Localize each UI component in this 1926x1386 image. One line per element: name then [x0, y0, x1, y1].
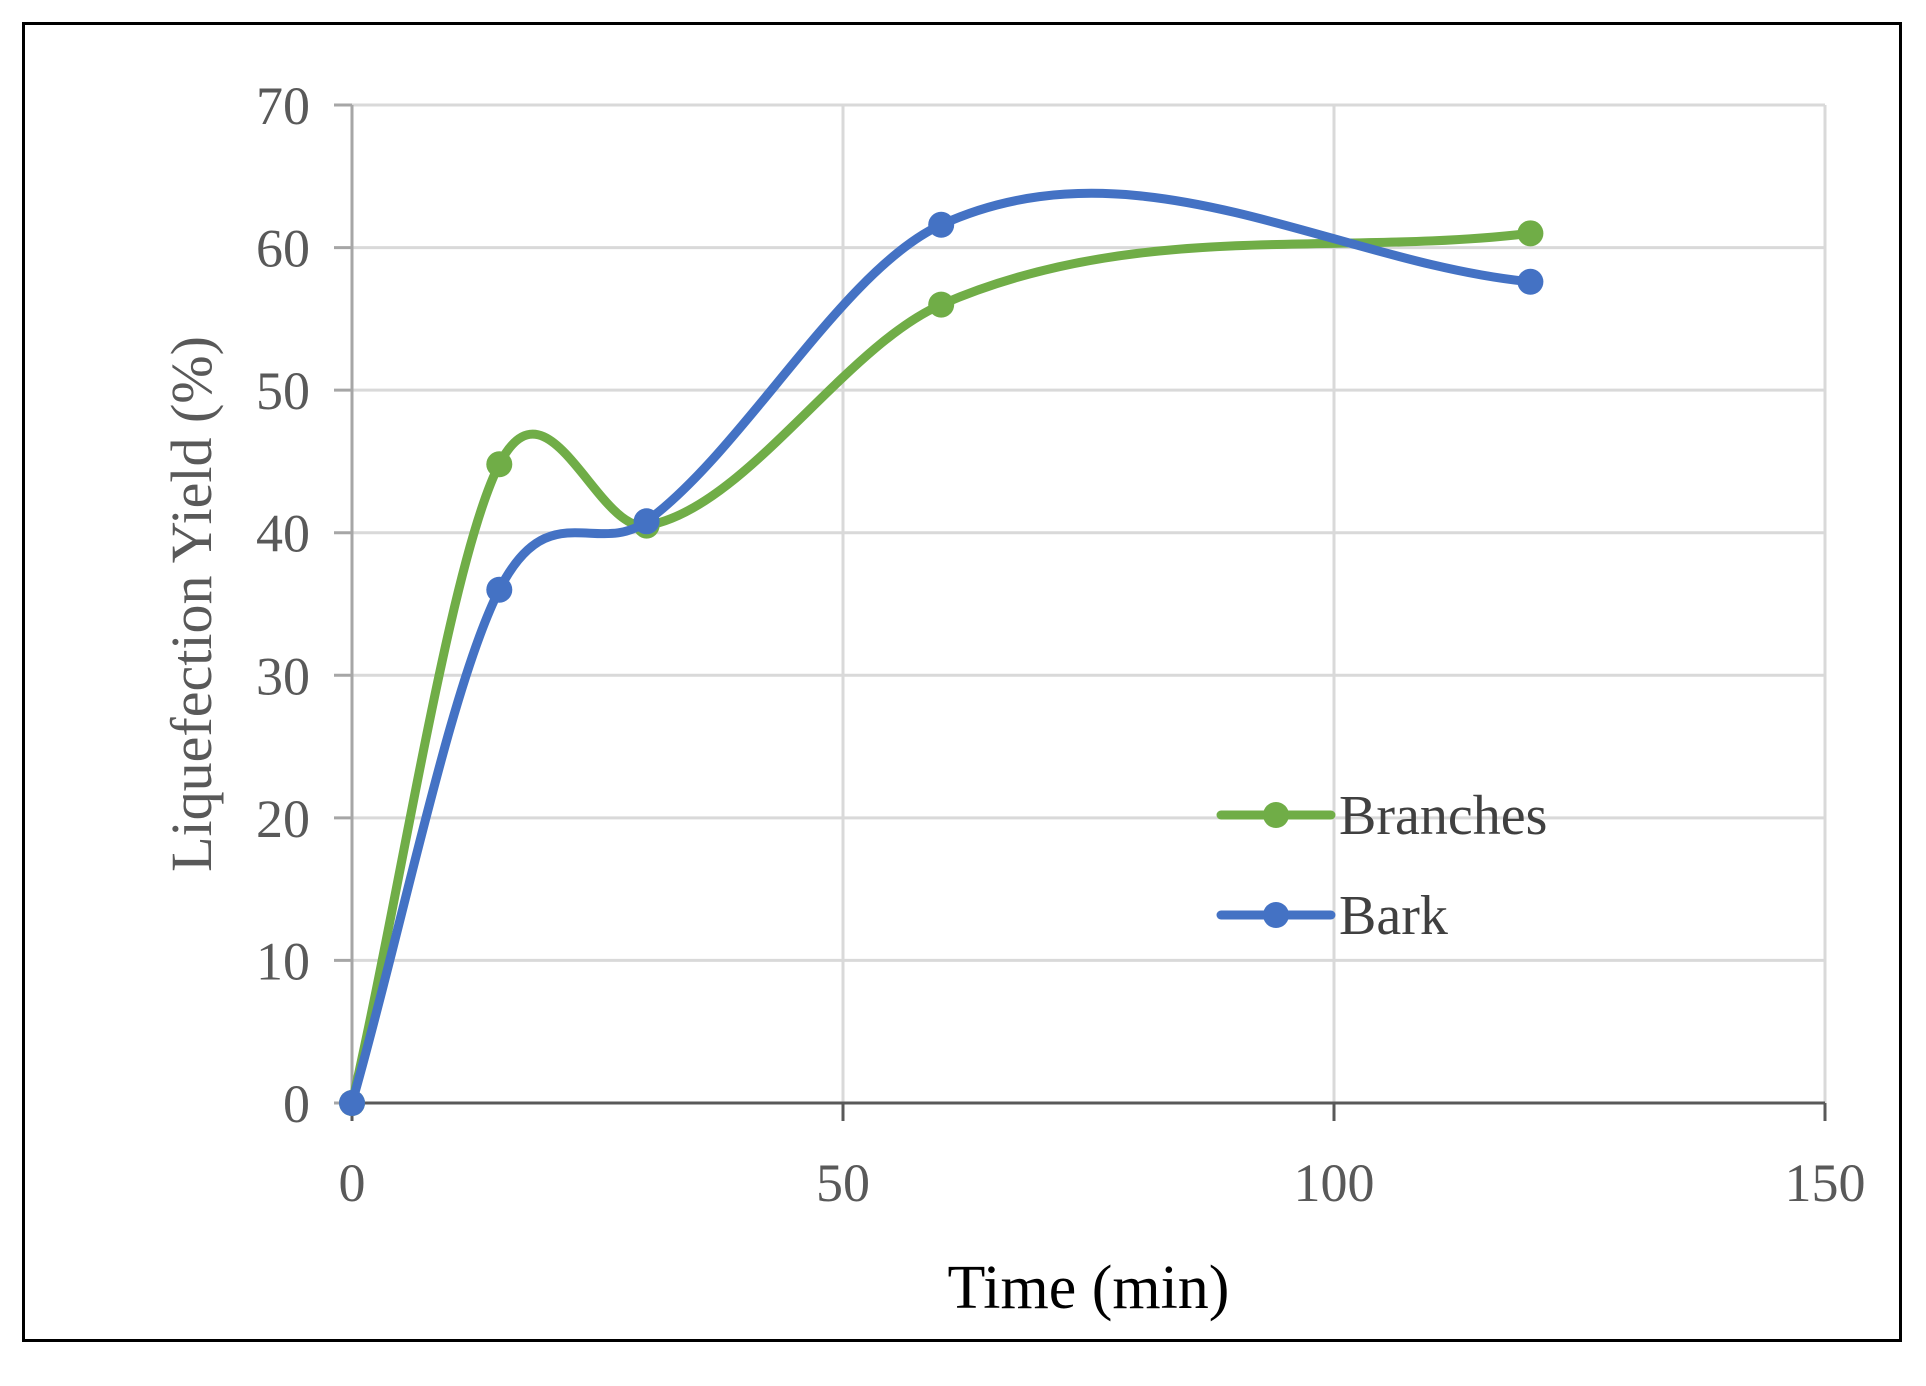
data-point-branches: [486, 451, 513, 478]
x-tick-labels: 0 50 100 150: [339, 1153, 1866, 1213]
series-lines: [339, 188, 1544, 1116]
legend-item-branches: Branches: [1216, 785, 1547, 847]
data-point-bark: [1517, 268, 1544, 295]
y-tick-label: 30: [256, 646, 310, 706]
y-tick-label: 50: [256, 361, 310, 421]
y-tick-label: 0: [283, 1074, 310, 1134]
x-tick-label: 0: [339, 1153, 366, 1213]
y-tick-labels: 0 10 20 30 40 50 60 70: [256, 76, 310, 1134]
legend-label-bark: Bark: [1339, 885, 1448, 947]
data-point-branches: [928, 291, 955, 318]
data-point-bark: [928, 211, 955, 238]
legend-item-bark: Bark: [1216, 885, 1448, 947]
legend-marker-branches: [1263, 802, 1289, 828]
series-branches: [339, 220, 1544, 1116]
y-tick-label: 60: [256, 219, 310, 279]
series-bark: [339, 188, 1544, 1116]
series-line-branches: [347, 228, 1535, 1108]
y-tick-label: 10: [256, 931, 310, 991]
data-point-bark: [633, 508, 660, 535]
y-tick-label: 40: [256, 504, 310, 564]
x-tick-label: 100: [1294, 1153, 1375, 1213]
line-chart: 0 50 100 150 0 10 20 30 40 50 60 70 Branches Bark T…: [159, 76, 1866, 1322]
legend-label-branches: Branches: [1339, 785, 1547, 847]
x-tick-label: 150: [1785, 1153, 1866, 1213]
chart-frame: 0 50 100 150 0 10 20 30 40 50 60 70 Branches Bark T…: [22, 22, 1902, 1342]
axes: [334, 103, 1827, 1121]
legend-marker-bark: [1263, 902, 1289, 928]
data-point-branches: [1517, 220, 1544, 247]
data-point-bark: [486, 576, 513, 603]
series-line-bark: [347, 188, 1535, 1108]
x-axis-title: Time (min): [948, 1254, 1230, 1322]
gridlines: [352, 103, 1827, 1103]
data-point-bark: [339, 1090, 365, 1116]
legend: Branches Bark: [1216, 785, 1547, 947]
y-tick-label: 20: [256, 789, 310, 849]
y-axis-title: Liquefection Yield (%): [159, 336, 224, 872]
y-tick-label: 70: [256, 76, 310, 136]
x-tick-label: 50: [816, 1153, 870, 1213]
